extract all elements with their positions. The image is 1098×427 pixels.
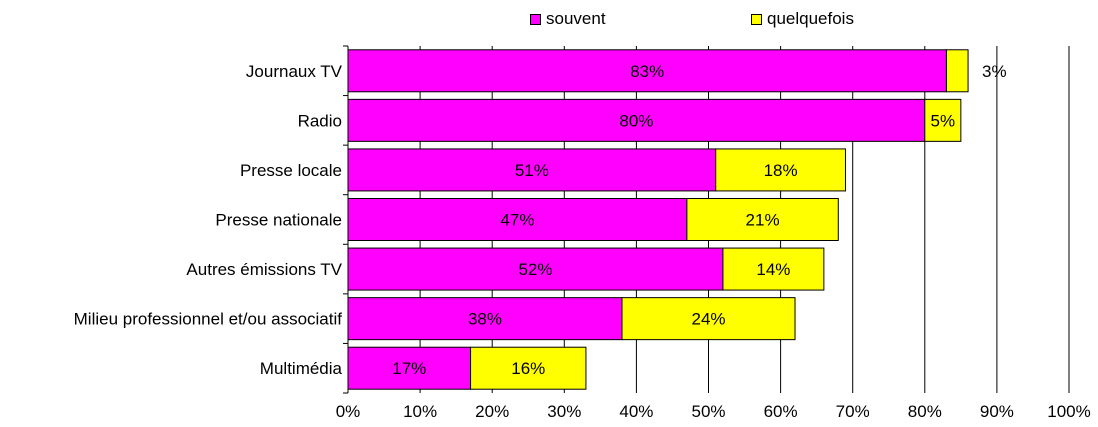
data-label-souvent: 38%: [468, 310, 502, 329]
bar-quelquefois: [722, 247, 825, 291]
bar-souvent: [347, 98, 926, 142]
legend-swatch-souvent: [530, 13, 541, 25]
data-label-quelquefois: 16%: [511, 359, 545, 378]
bar-souvent: [347, 346, 472, 390]
data-label-souvent: 83%: [630, 62, 664, 81]
legend-label-souvent: souvent: [546, 9, 606, 28]
data-label-quelquefois: 18%: [764, 161, 798, 180]
category-label: Radio: [298, 111, 342, 130]
category-label: Autres émissions TV: [186, 260, 342, 279]
x-tick-label: 70%: [836, 402, 870, 421]
data-label-souvent: 17%: [392, 359, 426, 378]
legend-item-quelquefois: quelquefois: [751, 9, 854, 29]
category-label: Journaux TV: [246, 62, 343, 81]
legend-item-souvent: souvent: [530, 9, 606, 29]
bar-quelquefois: [621, 297, 796, 341]
bar-quelquefois: [470, 346, 587, 390]
bar-souvent: [347, 49, 947, 93]
data-label-quelquefois: 24%: [691, 310, 725, 329]
x-tick-label: 10%: [403, 402, 437, 421]
data-label-souvent: 80%: [619, 111, 653, 130]
data-label-quelquefois: 3%: [982, 62, 1007, 81]
x-tick-label: 50%: [691, 402, 725, 421]
legend-swatch-quelquefois: [751, 13, 762, 25]
data-label-quelquefois: 14%: [756, 260, 790, 279]
data-label-souvent: 47%: [500, 211, 534, 230]
data-label-quelquefois: 5%: [931, 111, 956, 130]
data-label-quelquefois: 21%: [746, 211, 780, 230]
legend-label-quelquefois: quelquefois: [767, 9, 854, 28]
bar-souvent: [347, 297, 623, 341]
x-tick-label: 20%: [475, 402, 509, 421]
bar-quelquefois: [715, 148, 846, 192]
category-label: Presse nationale: [215, 211, 342, 230]
x-tick-label: 80%: [908, 402, 942, 421]
data-label-souvent: 52%: [518, 260, 552, 279]
category-label: Milieu professionnel et/ou associatif: [74, 310, 343, 329]
category-label: Multimédia: [260, 359, 343, 378]
bar-souvent: [347, 247, 724, 291]
category-label: Presse locale: [240, 161, 342, 180]
bar-quelquefois: [924, 98, 962, 142]
x-tick-label: 30%: [547, 402, 581, 421]
bar-quelquefois: [945, 49, 969, 93]
data-label-souvent: 51%: [515, 161, 549, 180]
bar-quelquefois: [686, 198, 839, 241]
x-tick-label: 60%: [764, 402, 798, 421]
x-tick-label: 100%: [1047, 402, 1090, 421]
x-tick-label: 40%: [619, 402, 653, 421]
x-tick-label: 90%: [980, 402, 1014, 421]
x-tick-label: 0%: [336, 402, 361, 421]
bar-souvent: [347, 148, 717, 192]
